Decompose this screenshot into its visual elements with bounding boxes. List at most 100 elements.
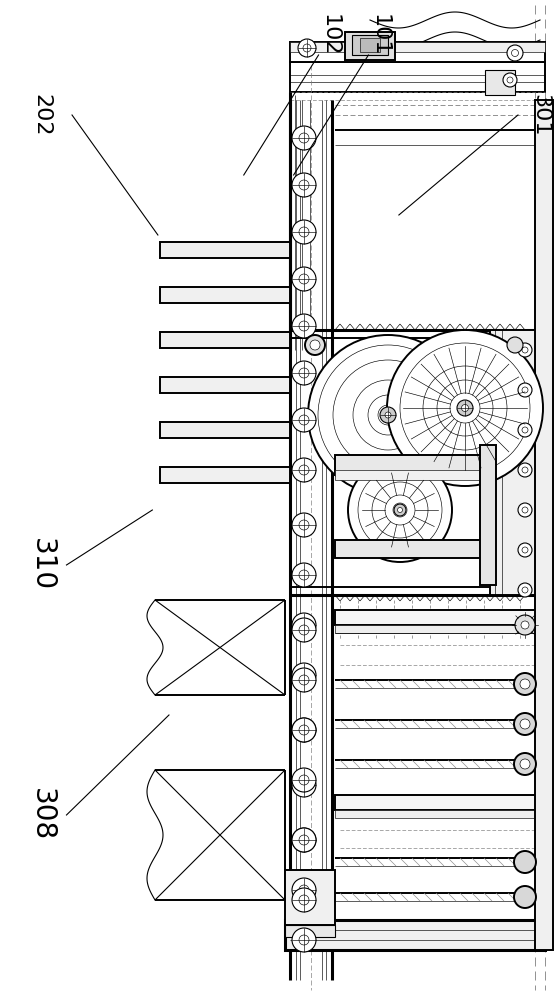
Circle shape xyxy=(298,39,316,57)
Circle shape xyxy=(299,780,309,790)
Circle shape xyxy=(507,77,513,83)
Circle shape xyxy=(292,718,316,742)
Text: 202: 202 xyxy=(32,94,52,136)
Circle shape xyxy=(394,504,406,516)
Circle shape xyxy=(299,415,309,425)
Circle shape xyxy=(514,753,536,775)
Circle shape xyxy=(292,314,316,338)
Circle shape xyxy=(514,713,536,735)
Circle shape xyxy=(299,885,309,895)
Circle shape xyxy=(518,423,532,437)
Bar xyxy=(335,455,490,475)
Circle shape xyxy=(299,520,309,530)
Circle shape xyxy=(299,835,309,845)
Circle shape xyxy=(514,673,536,695)
Text: 101: 101 xyxy=(370,14,389,56)
Bar xyxy=(345,32,395,60)
Circle shape xyxy=(299,895,309,905)
Circle shape xyxy=(348,458,452,562)
Text: 102: 102 xyxy=(320,14,340,56)
Circle shape xyxy=(292,773,316,797)
Text: 308: 308 xyxy=(28,788,55,842)
Circle shape xyxy=(299,625,309,635)
Bar xyxy=(160,377,290,393)
Bar xyxy=(335,540,490,558)
Circle shape xyxy=(520,719,530,729)
Circle shape xyxy=(299,180,309,190)
Text: 310: 310 xyxy=(28,538,55,592)
Circle shape xyxy=(387,330,543,486)
Bar xyxy=(290,42,545,62)
Circle shape xyxy=(457,400,473,416)
Bar xyxy=(485,70,515,95)
Circle shape xyxy=(299,227,309,237)
Circle shape xyxy=(380,407,396,423)
Circle shape xyxy=(292,513,316,537)
Bar xyxy=(160,242,290,258)
Circle shape xyxy=(461,404,469,412)
Circle shape xyxy=(522,467,528,473)
Bar xyxy=(290,62,545,92)
Circle shape xyxy=(520,759,530,769)
Circle shape xyxy=(522,387,528,393)
Bar xyxy=(335,470,490,480)
Circle shape xyxy=(292,173,316,197)
Circle shape xyxy=(308,335,468,495)
Bar xyxy=(160,422,290,438)
Circle shape xyxy=(292,928,316,952)
Circle shape xyxy=(385,412,391,418)
Circle shape xyxy=(292,126,316,150)
Circle shape xyxy=(310,340,320,350)
Circle shape xyxy=(518,503,532,517)
Bar xyxy=(352,35,388,55)
Text: 301: 301 xyxy=(530,94,550,136)
Circle shape xyxy=(514,851,536,873)
Circle shape xyxy=(292,408,316,432)
Circle shape xyxy=(299,133,309,143)
Circle shape xyxy=(518,583,532,597)
Circle shape xyxy=(292,828,316,852)
Bar xyxy=(160,332,290,348)
Circle shape xyxy=(520,679,530,689)
Circle shape xyxy=(299,274,309,284)
Circle shape xyxy=(299,321,309,331)
Circle shape xyxy=(292,458,316,482)
Bar xyxy=(490,330,545,595)
Circle shape xyxy=(292,668,316,692)
Circle shape xyxy=(292,613,316,637)
Circle shape xyxy=(299,675,309,685)
Bar xyxy=(285,920,545,950)
Circle shape xyxy=(299,570,309,580)
Circle shape xyxy=(299,935,309,945)
Circle shape xyxy=(305,335,325,355)
Circle shape xyxy=(292,828,316,852)
Bar xyxy=(335,610,540,625)
Bar xyxy=(290,42,545,52)
Circle shape xyxy=(518,543,532,557)
Bar xyxy=(535,100,553,950)
Circle shape xyxy=(292,878,316,902)
Circle shape xyxy=(507,337,523,353)
Circle shape xyxy=(518,343,532,357)
Bar xyxy=(335,625,540,633)
Circle shape xyxy=(299,465,309,475)
Circle shape xyxy=(292,718,316,742)
Circle shape xyxy=(292,267,316,291)
Bar xyxy=(285,870,335,925)
Circle shape xyxy=(292,361,316,385)
Circle shape xyxy=(292,220,316,244)
Circle shape xyxy=(522,547,528,553)
Circle shape xyxy=(299,670,309,680)
Circle shape xyxy=(522,587,528,593)
Circle shape xyxy=(299,835,309,845)
Circle shape xyxy=(514,886,536,908)
Circle shape xyxy=(292,768,316,792)
Circle shape xyxy=(522,507,528,513)
Circle shape xyxy=(292,663,316,687)
Circle shape xyxy=(303,44,311,52)
Bar xyxy=(480,445,496,585)
Circle shape xyxy=(518,463,532,477)
Circle shape xyxy=(515,615,535,635)
Bar xyxy=(360,38,380,52)
Circle shape xyxy=(398,508,403,512)
